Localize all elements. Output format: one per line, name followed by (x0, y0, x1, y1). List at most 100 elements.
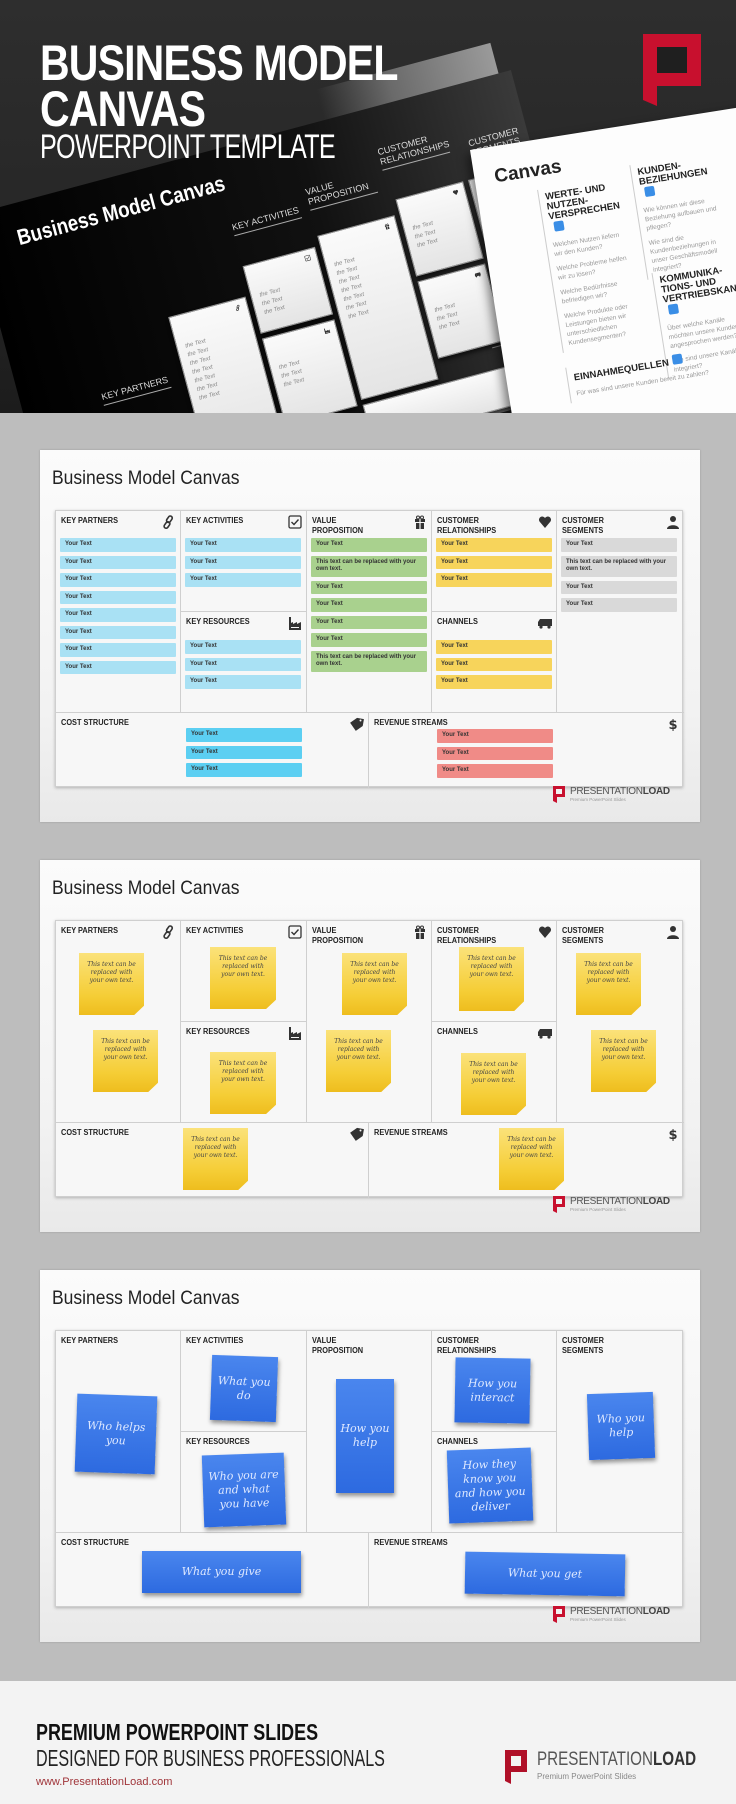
sticky-note-ch[interactable]: This text can be replaced with your own … (461, 1053, 526, 1115)
cell-label: CUSTOMER RELATIONSHIPS (437, 516, 497, 535)
text-item[interactable]: Your Text (60, 590, 176, 604)
text-item[interactable]: This text can be replaced with your own … (311, 650, 427, 672)
sticky-note-vp[interactable]: This text can be replaced with your own … (326, 1030, 391, 1092)
logo-name-bold: LOAD (642, 786, 670, 797)
text-item[interactable]: Your Text (436, 538, 552, 552)
blue-section-icon (667, 303, 680, 315)
cell-label: CUSTOMER SEGMENTS (562, 516, 604, 535)
sticky-note-cs[interactable]: Who you help (586, 1391, 656, 1461)
sticky-note-kp[interactable]: This text can be replaced with your own … (93, 1030, 158, 1092)
dark-slide-block: the Text the Text the Text (395, 181, 484, 277)
text-item[interactable]: Your Text (185, 555, 301, 569)
sticky-note-rev[interactable]: What you get (464, 1551, 626, 1597)
text-item[interactable]: Your Text (185, 538, 301, 552)
footer: PREMIUM POWERPOINT SLIDES DESIGNED FOR B… (0, 1681, 736, 1804)
text-item[interactable]: Your Text (561, 580, 677, 594)
text-item[interactable]: Your Text (437, 729, 553, 743)
sticky-note-kp[interactable]: This text can be replaced with your own … (79, 953, 144, 1015)
text-item[interactable]: Your Text (311, 598, 427, 612)
gift-icon (376, 223, 393, 240)
logo-tagline: Premium PowerPoint Slides (570, 797, 626, 802)
text-item[interactable]: Your Text (436, 573, 552, 587)
dark-slide-block: the Text the Text the Text (261, 319, 358, 413)
dark-slide-block: the Text the Text the Text (242, 246, 334, 334)
text-item[interactable]: Your Text (311, 580, 427, 594)
german-question: Welche Produkte oder Leistungen bieten w… (563, 303, 629, 347)
sticky-note-kp[interactable]: Who helps you (74, 1393, 158, 1475)
slide-title: Business Model Canvas (52, 468, 240, 489)
text-item[interactable]: Your Text (186, 728, 302, 742)
presentationload-logo-icon (553, 1196, 565, 1213)
text-item[interactable]: Your Text (60, 608, 176, 622)
item-list: Your Text This text can be replaced with … (311, 538, 427, 672)
text-item[interactable]: Your Text (437, 746, 553, 760)
truck-icon (538, 616, 552, 630)
text-item[interactable]: Your Text (436, 640, 552, 654)
text-item[interactable]: Your Text (436, 675, 552, 689)
checkbox-icon (296, 254, 313, 271)
sticky-note-vp[interactable]: This text can be replaced with your own … (342, 953, 407, 1015)
sticky-note-ka[interactable]: What you do (209, 1354, 279, 1423)
canvas-cell-cost: COST STRUCTURE Your Text Your Text Your Tex… (56, 713, 369, 788)
sticky-note-kr[interactable]: This text can be replaced with your own … (210, 1052, 276, 1114)
text-item[interactable]: Your Text (561, 598, 677, 612)
gift-icon (413, 925, 427, 939)
logo-name-light: PRESENTATION (570, 1606, 643, 1617)
sticky-note-cost[interactable]: This text can be replaced with your own … (183, 1128, 248, 1190)
text-item[interactable]: Your Text (437, 764, 553, 778)
logo-name: PRESENTATIONLOAD (570, 1196, 670, 1207)
text-item[interactable]: Your Text (185, 573, 301, 587)
text-item[interactable]: Your Text (185, 657, 301, 671)
text-item[interactable]: Your Text (186, 745, 302, 759)
sticky-note-cr[interactable]: How you interact (454, 1357, 531, 1424)
cell-label: VALUE PROPOSITION (312, 1336, 364, 1355)
german-question: Wie können wir diese Beziehung aufbauen … (643, 197, 718, 233)
sticky-note-ch[interactable]: How they know you and how you deliver (446, 1447, 534, 1524)
checkbox-icon (288, 515, 302, 529)
sticky-note-kr[interactable]: Who you are and what you have (201, 1452, 287, 1528)
cell-label: KEY ACTIVITIES (186, 926, 244, 935)
text-item[interactable]: Your Text (60, 660, 176, 674)
text-item[interactable]: Your Text (561, 538, 677, 552)
text-item[interactable]: Your Text (60, 555, 176, 569)
canvas-cell-rev: REVENUE STREAMS $ Your Text Your Text Your T… (369, 713, 684, 788)
sticky-note-rev[interactable]: This text can be replaced with your own … (499, 1128, 564, 1190)
text-item[interactable]: Your Text (436, 657, 552, 671)
text-item[interactable]: This text can be replaced with your own … (561, 555, 677, 577)
sticky-note-vp[interactable]: How you help (336, 1379, 394, 1493)
sticky-note-cs[interactable]: This text can be replaced with your own … (591, 1030, 656, 1092)
sticky-note-cr[interactable]: This text can be replaced with your own … (459, 947, 524, 1011)
text-item[interactable]: Your Text (60, 538, 176, 552)
text-item[interactable]: Your Text (60, 643, 176, 657)
link-icon (162, 925, 176, 940)
canvas-cell-cs: CUSTOMER SEGMENTS (557, 1331, 684, 1533)
text-item[interactable]: Your Text (185, 675, 301, 689)
canvas-cell-kr: KEY RESOURCES Your Text Your Text Your Text (181, 612, 307, 713)
sticky-note-cs[interactable]: This text can be replaced with your own … (576, 953, 641, 1015)
sticky-note-cost[interactable]: What you give (142, 1551, 301, 1593)
heart-icon (538, 925, 552, 939)
link-icon (227, 304, 244, 321)
logo-name-bold: LOAD (642, 1606, 670, 1617)
german-slide-preview: Canvas WERTE- UND NUTZEN-VERSPRECHEN Welc… (470, 96, 736, 413)
canvas-cell-kp: KEY PARTNERS Your Text Your Text Your Text Y… (56, 511, 181, 713)
german-column-heading: KUNDEN-BEZIEHUNGEN (637, 155, 723, 200)
text-item[interactable]: Your Text (311, 615, 427, 629)
text-item[interactable]: Your Text (60, 625, 176, 639)
text-item[interactable]: Your Text (311, 538, 427, 552)
slide-title: Business Model Canvas (52, 878, 240, 899)
text-item[interactable]: Your Text (436, 555, 552, 569)
text-item[interactable]: Your Text (60, 573, 176, 587)
text-item[interactable]: This text can be replaced with your own … (311, 555, 427, 577)
footer-logo-tagline: Premium PowerPoint Slides (537, 1772, 637, 1781)
item-list: Your Text Your Text Your Text (437, 729, 553, 778)
footer-logo-name: PRESENTATIONLOAD (537, 1749, 697, 1770)
cell-label: REVENUE STREAMS (374, 1538, 448, 1547)
text-item[interactable]: Your Text (185, 640, 301, 654)
text-item[interactable]: Your Text (311, 633, 427, 647)
gift-icon (413, 515, 427, 529)
text-item[interactable]: Your Text (186, 763, 302, 777)
footer-url-link[interactable]: www.PresentationLoad.com (36, 1776, 173, 1788)
sticky-note-ka[interactable]: This text can be replaced with your own … (210, 947, 276, 1009)
